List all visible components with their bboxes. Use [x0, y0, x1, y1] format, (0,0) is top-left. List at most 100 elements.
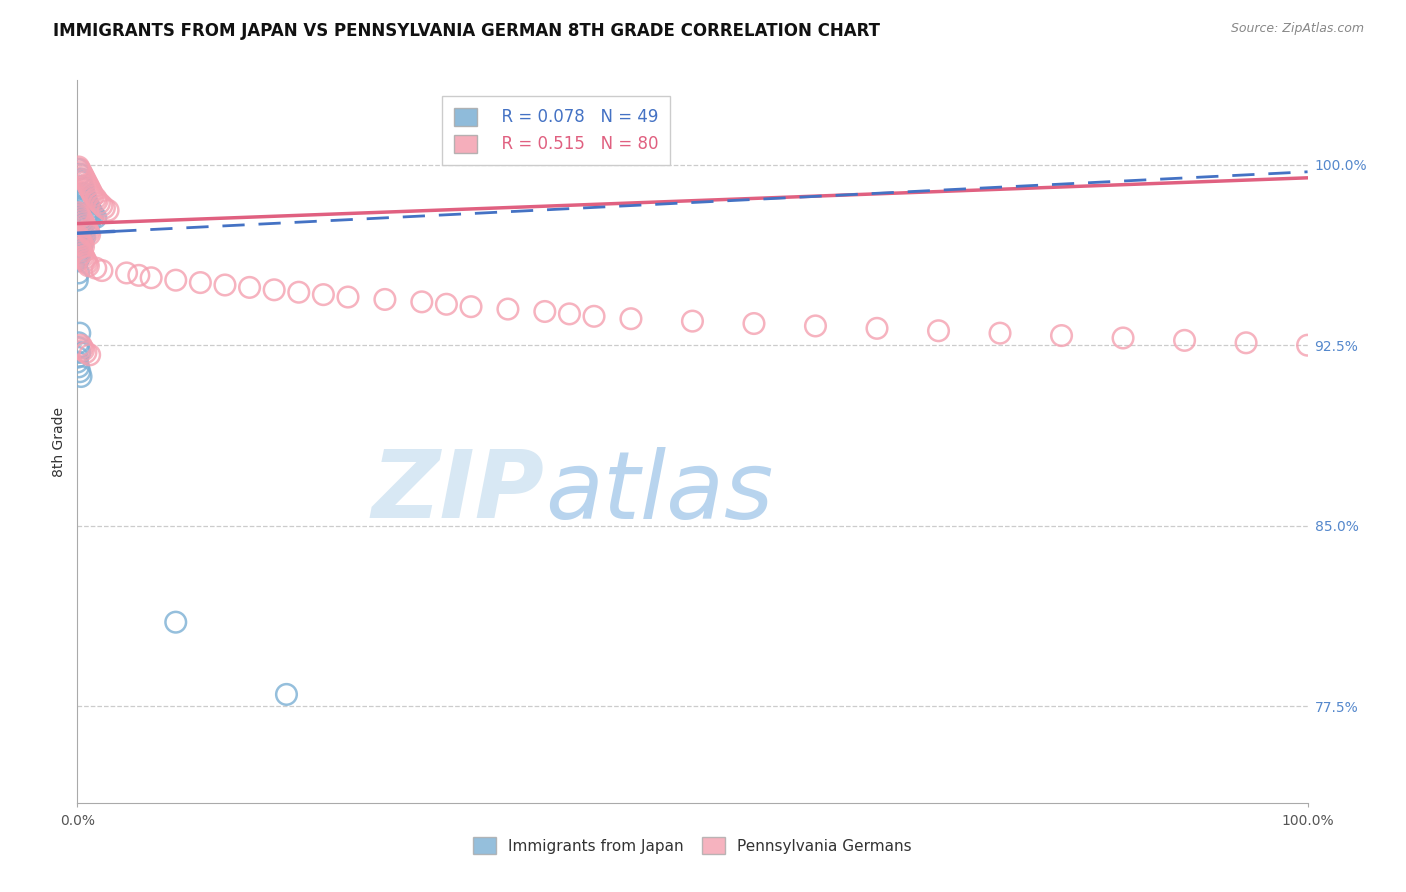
Point [75, 191, 97, 205]
Y-axis label: 8th Grade: 8th Grade [52, 407, 66, 476]
Point [583, 310, 606, 324]
Point [70, 174, 93, 188]
Point [558, 307, 581, 321]
Point [70, 237, 93, 252]
Point [69, 218, 91, 232]
Point [70, 172, 93, 186]
Point [67, 359, 90, 374]
Point [76, 196, 98, 211]
Point [69, 208, 91, 222]
Point [70, 167, 93, 181]
Point [73, 252, 96, 266]
Point [436, 297, 458, 311]
Point [66, 254, 89, 268]
Point [67, 160, 90, 174]
Point [128, 268, 150, 283]
Point [682, 314, 704, 328]
Point [288, 285, 311, 300]
Point [80, 184, 103, 198]
Point [75, 220, 97, 235]
Point [411, 294, 433, 309]
Point [70, 225, 93, 239]
Point [70, 165, 93, 179]
Point [496, 302, 519, 317]
Point [928, 324, 950, 338]
Point [75, 345, 97, 359]
Point [79, 215, 101, 229]
Point [69, 244, 91, 259]
Point [69, 232, 91, 246]
Point [70, 235, 93, 249]
Point [141, 270, 163, 285]
Point [866, 321, 889, 335]
Point [67, 341, 90, 355]
Point [73, 229, 96, 244]
Point [72, 239, 94, 253]
Point [75, 174, 97, 188]
Point [534, 304, 557, 318]
Point [1112, 331, 1135, 345]
Text: atlas: atlas [546, 447, 773, 538]
Point [76, 256, 98, 270]
Point [73, 189, 96, 203]
Point [70, 211, 93, 225]
Point [77, 259, 100, 273]
Point [86, 194, 108, 208]
Point [72, 169, 94, 184]
Point [77, 179, 100, 194]
Point [115, 266, 138, 280]
Point [69, 242, 91, 256]
Point [66, 273, 89, 287]
Point [90, 263, 114, 277]
Point [84, 261, 107, 276]
Point [337, 290, 360, 304]
Point [67, 205, 90, 219]
Point [70, 220, 93, 235]
Point [73, 218, 96, 232]
Point [79, 227, 101, 242]
Point [67, 266, 90, 280]
Point [165, 615, 187, 629]
Point [69, 345, 91, 359]
Point [742, 317, 765, 331]
Point [1296, 338, 1319, 352]
Point [70, 179, 93, 194]
Point [69, 242, 91, 256]
Point [239, 280, 262, 294]
Point [69, 326, 91, 340]
Point [69, 249, 91, 263]
Point [77, 198, 100, 212]
Point [75, 211, 97, 225]
Point [620, 311, 643, 326]
Point [76, 177, 98, 191]
Point [804, 318, 827, 333]
Point [214, 277, 236, 292]
Text: ZIP: ZIP [373, 446, 546, 538]
Point [84, 211, 107, 225]
Point [93, 201, 115, 215]
Point [79, 181, 101, 195]
Point [72, 249, 94, 263]
Point [82, 208, 104, 222]
Point [66, 355, 89, 369]
Point [73, 172, 96, 186]
Point [67, 246, 90, 260]
Point [72, 343, 94, 357]
Point [72, 186, 94, 201]
Point [84, 191, 107, 205]
Point [80, 203, 103, 218]
Point [70, 235, 93, 249]
Point [70, 213, 93, 227]
Point [70, 237, 93, 252]
Point [70, 341, 93, 355]
Point [89, 196, 111, 211]
Point [82, 186, 104, 201]
Point [276, 687, 298, 701]
Point [79, 348, 101, 362]
Point [77, 225, 100, 239]
Point [70, 369, 93, 384]
Point [988, 326, 1011, 340]
Point [69, 167, 91, 181]
Point [1050, 328, 1073, 343]
Point [76, 222, 98, 236]
